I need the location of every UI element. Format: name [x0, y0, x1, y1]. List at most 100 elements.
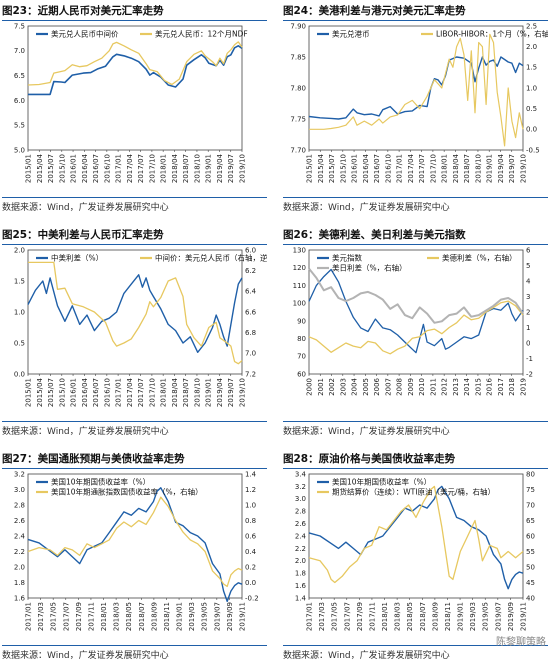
y-right-tick-label: 7.2 — [245, 370, 256, 378]
x-tick-label: 2015/01 — [25, 154, 33, 183]
x-tick-label: 2015/01 — [25, 378, 33, 407]
x-tick-label: 2018/11 — [444, 602, 452, 631]
x-tick-label: 2016 — [486, 377, 494, 395]
y-left-tick-label: 2.0 — [14, 563, 25, 571]
y-right-tick-label: 0.5 — [526, 105, 537, 113]
series-line-2 — [27, 41, 243, 86]
y-left-tick-label: 3.4 — [295, 470, 307, 478]
y-right-tick-label: 50 — [526, 563, 535, 571]
y-left-tick-label: 70 — [297, 353, 306, 361]
x-tick-label: 2019/10 — [239, 378, 247, 407]
y-left-tick-label: 2.6 — [295, 520, 307, 528]
legend-label: 美元指数 — [332, 253, 362, 263]
series-line-2 — [309, 33, 524, 147]
x-tick-label: 2019/07 — [227, 154, 235, 183]
chart-area: 1.6 1.8 2.0 2.2 2.4 2.6 2.8 3.0 3.2 -0.2 0.0 0.2 0.4… — [14, 470, 259, 631]
legend-label: 美国10年期通胀指数国债收益率（%，右轴） — [51, 487, 203, 497]
source-divider — [2, 197, 267, 198]
x-tick-label: 2015/07 — [47, 378, 55, 407]
x-tick-label: 2016/01 — [70, 154, 78, 183]
x-tick-label: 2016/07 — [92, 378, 100, 407]
series-line-3 — [308, 267, 524, 324]
x-tick-label: 2000 — [306, 378, 314, 396]
x-tick-label: 2019/07 — [213, 602, 221, 631]
chart-title: 图23：近期人民币对美元汇率走势 — [2, 5, 164, 17]
chart-panel-5: 图27：美国通胀预期与美债收益率走势 1.6 1.8 2.0 2.2 2.4 2.6 2.8 3… — [2, 451, 267, 666]
x-tick-label: 2019/03 — [188, 602, 196, 631]
source-note: 数据来源：Wind，广发证券发展研究中心 — [283, 427, 450, 437]
x-tick-label: 2014 — [463, 377, 471, 395]
x-tick-label: 2018/09 — [431, 602, 439, 631]
series-line-1 — [28, 45, 243, 96]
x-tick-label: 2019/07 — [494, 602, 502, 631]
y-left-tick-label: 7.0 — [14, 47, 25, 55]
x-tick-label: 2016/01 — [351, 154, 359, 183]
y-left-tick-label: 0.5 — [14, 339, 25, 347]
x-tick-label: 2018/07 — [463, 154, 471, 183]
y-left-tick-label: 2.6 — [14, 517, 26, 525]
series-line-2 — [27, 496, 243, 588]
x-tick-label: 2017/04 — [407, 153, 415, 183]
x-tick-label: 2019/07 — [508, 154, 516, 183]
x-tick-label: 2017/07 — [418, 154, 426, 183]
y-right-tick-label: 80 — [526, 470, 535, 478]
y-right-tick-label: 0.8 — [245, 517, 256, 525]
x-tick-label: 2016/10 — [384, 154, 392, 183]
chart-title: 图28：原油价格与美国债收益率走势 — [283, 453, 456, 465]
source-divider — [283, 197, 548, 198]
y-right-tick-label: 1 — [526, 324, 530, 332]
x-tick-label: 2010 — [418, 378, 426, 396]
x-tick-label: 2018/03 — [113, 602, 121, 631]
chart-area: 7.70 7.75 7.80 7.85 7.90 -0.5 0.0 0.5 1.0 1.5 2.0 2… — [290, 22, 548, 183]
legend-label: 期货结算价（连续）：WTI原油（美元/桶，右轴） — [332, 487, 495, 497]
x-tick-label: 2019/01 — [205, 154, 213, 183]
x-tick-label: 2019/10 — [520, 154, 528, 183]
x-tick-label: 2008 — [396, 378, 404, 396]
x-tick-label: 2016/10 — [103, 378, 111, 407]
y-right-tick-label: 65 — [526, 517, 535, 525]
legend-label: 中美利差（%） — [51, 253, 103, 263]
x-tick-label: 2016/04 — [362, 153, 370, 183]
y-right-tick-label: -2 — [526, 370, 533, 378]
x-tick-label: 2017/07 — [343, 602, 351, 631]
y-right-tick-label: 6.2 — [245, 267, 256, 275]
series-line-1 — [27, 274, 243, 353]
y-right-tick-label: 2.5 — [526, 22, 537, 30]
x-tick-label: 2017/09 — [75, 602, 83, 631]
x-tick-label: 2013 — [452, 378, 460, 396]
x-tick-label: 2018/09 — [150, 602, 158, 631]
plot-frame — [308, 25, 524, 151]
x-tick-label: 2017/05 — [50, 602, 58, 631]
y-right-tick-label: 3 — [526, 293, 530, 301]
x-tick-label: 2018/07 — [419, 602, 427, 631]
y-left-tick-label: 2.2 — [295, 545, 306, 553]
x-tick-label: 2018/07 — [182, 154, 190, 183]
y-right-tick-label: 0.0 — [245, 579, 256, 587]
y-left-tick-label: 3.2 — [295, 483, 306, 491]
x-tick-label: 2015 — [474, 378, 482, 396]
y-left-tick-label: 2.0 — [14, 246, 25, 254]
y-right-tick-label: 7.0 — [245, 350, 256, 358]
chart-area: 1.4 1.6 1.8 2.0 2.2 2.4 2.6 2.8 3.0 3.2 3.4 40 45 50 5… — [295, 470, 535, 631]
x-tick-label: 2018/11 — [163, 602, 171, 631]
y-left-tick-label: 1.4 — [295, 594, 307, 602]
x-tick-label: 2017/10 — [148, 378, 156, 407]
x-tick-label: 2017/09 — [356, 602, 364, 631]
x-tick-label: 2018/01 — [160, 154, 168, 183]
x-tick-label: 2016/04 — [81, 153, 89, 183]
y-right-tick-label: 1.5 — [526, 64, 537, 72]
series-line-2 — [28, 261, 243, 365]
legend-label: 中间价：美元兑人民币（右轴，逆序） — [155, 253, 267, 263]
watermark: 陈黎聊策略 — [496, 637, 546, 648]
chart-panel-3: 图25：中美利差与人民币汇率走势 0.0 0.5 1.0 1.5 2.0 6.0 6.2 6.4… — [2, 227, 267, 442]
x-tick-label: 2018/01 — [441, 154, 449, 183]
x-tick-label: 2015/01 — [306, 154, 314, 183]
x-tick-label: 2017/10 — [148, 154, 156, 183]
y-left-tick-label: 120 — [293, 264, 306, 272]
x-tick-label: 2009 — [407, 378, 415, 396]
y-right-tick-label: 40 — [526, 594, 535, 602]
y-left-tick-label: 2.8 — [295, 508, 306, 516]
legend-label: 美国10年期国债收益率（%） — [51, 477, 150, 487]
y-right-tick-label: -0.5 — [526, 146, 540, 154]
chart-title: 图27：美国通胀预期与美债收益率走势 — [2, 453, 185, 465]
